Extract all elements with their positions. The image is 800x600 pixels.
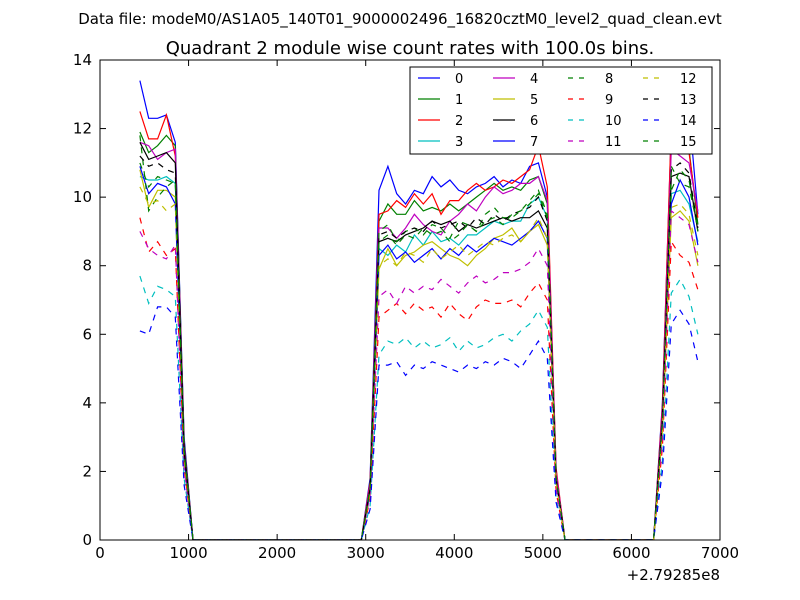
series-line-11 <box>139 209 699 540</box>
chart-title: Quadrant 2 module wise count rates with … <box>166 38 655 59</box>
y-tick-label: 8 <box>82 257 92 275</box>
x-tick-label: 6000 <box>612 544 650 562</box>
legend-label-0: 0 <box>455 72 463 87</box>
x-tick-label: 4000 <box>435 544 473 562</box>
x-tick-label: 3000 <box>347 544 385 562</box>
x-tick-label: 0 <box>95 544 105 562</box>
legend-label-12: 12 <box>680 72 697 87</box>
series-line-9 <box>139 217 699 540</box>
series-line-10 <box>139 275 699 540</box>
series-line-1 <box>139 131 699 540</box>
y-tick-label: 2 <box>82 462 92 480</box>
series-line-4 <box>139 141 699 540</box>
series-line-5 <box>139 169 699 540</box>
y-tick-label: 4 <box>82 394 92 412</box>
legend-label-5: 5 <box>530 93 538 108</box>
y-tick-label: 10 <box>73 188 92 206</box>
x-tick-label: 2000 <box>258 544 296 562</box>
legend-label-4: 4 <box>530 72 538 87</box>
legend-label-15: 15 <box>680 135 697 150</box>
datafile-caption: Data file: modeM0/AS1A05_140T01_90000024… <box>78 10 722 29</box>
legend-label-11: 11 <box>605 135 622 150</box>
legend-label-1: 1 <box>455 93 463 108</box>
y-tick-label: 6 <box>82 325 92 343</box>
x-offset-label: +2.79285e8 <box>627 566 720 584</box>
legend-label-10: 10 <box>605 114 622 129</box>
legend-label-8: 8 <box>605 72 613 87</box>
x-tick-label: 1000 <box>169 544 207 562</box>
series-line-6 <box>139 142 699 540</box>
legend-label-7: 7 <box>530 135 538 150</box>
x-tick-label: 7000 <box>701 544 739 562</box>
plot-series-layer <box>139 80 699 540</box>
series-line-13 <box>139 155 699 540</box>
series-line-3 <box>139 175 699 540</box>
legend-box <box>409 66 713 155</box>
legend-label-3: 3 <box>455 135 463 150</box>
y-tick-label: 12 <box>73 120 92 138</box>
plot-frame <box>99 59 721 541</box>
legend-label-2: 2 <box>455 114 463 129</box>
legend-label-14: 14 <box>680 114 697 129</box>
series-line-15 <box>139 162 699 540</box>
series-line-14 <box>139 306 699 540</box>
y-tick-label: 14 <box>73 51 92 69</box>
legend-label-13: 13 <box>680 93 697 108</box>
y-tick-label: 0 <box>82 531 92 549</box>
series-line-7 <box>139 166 699 540</box>
series-line-8 <box>139 135 699 540</box>
legend-label-6: 6 <box>530 114 538 129</box>
x-tick-label: 5000 <box>524 544 562 562</box>
series-line-0 <box>139 80 699 540</box>
series-line-2 <box>139 111 699 540</box>
legend-label-9: 9 <box>605 93 613 108</box>
